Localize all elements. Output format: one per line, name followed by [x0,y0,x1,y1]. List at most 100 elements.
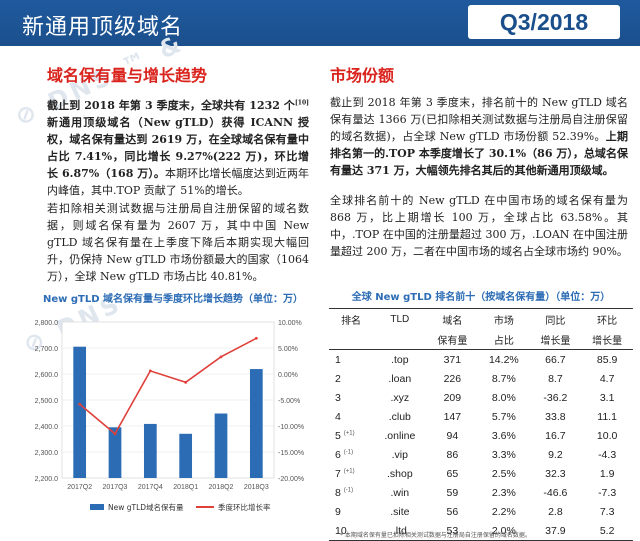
right-section-title: 市场份额 [330,66,395,85]
table-row: 3 .xyz 209 8.0% -36.2 3.1 [329,388,633,407]
y-right-tick-label: 5.00% [278,346,298,353]
bar-2018Q2 [214,413,228,478]
legend-swatch-bars [90,504,104,510]
share-cell: 8.0% [491,391,516,404]
qoq-cell: -4.3 [598,448,617,461]
x-tick-label: 2018Q3 [244,484,269,491]
x-tick-label: 2017Q2 [67,484,92,491]
y-right-tick-label: -20.00% [278,476,304,483]
footnote-ref: [10] [294,99,309,106]
header-yoy-2: 增长量 [529,329,582,350]
table-row: 4 .club 147 5.7% 33.8 11.1 [329,407,633,426]
yoy-cell: -46.6 [543,486,568,499]
y-right-tick-label: 10.00% [278,320,302,327]
count-cell: 209 [443,391,462,404]
table-row: 8 (-1) .win 59 2.3% -46.6 -7.3 [329,483,633,502]
table-row: 5 (+1) .online 94 3.6% 16.7 10.0 [329,426,633,445]
left-paragraph-2: 若扣除相关测试数据与注册局自注册保留的域名数据，则域名保有量为 2607 万，其… [47,202,309,283]
header-share: 市场 [478,308,530,329]
table-row: 2 .loan 226 8.7% 8.7 4.7 [329,369,633,388]
left-paragraph-1: 截止到 2018 年第 3 季度末，全球共有 1232 个[10] 新通用顶级域名… [47,94,309,199]
yoy-cell: -36.2 [543,391,568,404]
growth-point-2018Q2 [219,355,223,359]
count-cell: 147 [443,410,462,423]
table-header-row: 排名 TLD 域名 市场 同比 环比 [329,308,633,329]
table-row: 1 .top 371 14.2% 66.7 85.9 [329,350,633,370]
header-tld: TLD [373,308,427,329]
y-right-tick-label: -10.00% [278,424,304,431]
right-p1-part-b: 上期排名第一的.TOP 本季度增长了 30.1%（86 万），总域名保有量达 3… [330,130,628,177]
share-cell: 2.3% [491,486,516,499]
growth-point-2017Q4 [148,369,152,373]
share-cell: 14.2% [488,353,519,366]
y-left-tick-label: 2,500.0 [35,398,58,405]
count-cell: 65 [446,467,459,480]
share-cell: 3.6% [491,429,516,442]
yoy-cell: 33.8 [545,410,566,423]
yoy-cell: 16.7 [545,429,566,442]
bar-2017Q2 [73,346,87,478]
ranking-table: 排名 TLD 域名 市场 同比 环比 保有量 占比 增长量 增长量 1 .top… [329,308,633,541]
yoy-cell: 37.9 [529,521,582,541]
tld-cell: .site [390,505,410,518]
growth-point-2018Q3 [254,336,258,340]
left-p1-part-a: 截止到 2018 年第 3 季度末，全球共有 1232 个 [47,98,295,112]
page-header: 新通用顶级域名 Q3/2018 [0,0,640,46]
yoy-cell: 9.2 [548,448,563,461]
y-left-tick-label: 2,200.0 [35,476,58,483]
legend-label-bars: New gTLD域名保有量 [108,502,184,512]
growth-point-2018Q1 [184,380,188,384]
y-left-tick-label: 2,300.0 [35,450,58,457]
header-count-2: 保有量 [426,329,479,350]
y-left-tick-label: 2,400.0 [35,424,58,431]
share-cell: 3.3% [491,448,516,461]
yoy-cell: 8.7 [548,372,563,385]
x-tick-label: 2017Q4 [138,484,163,491]
x-tick-label: 2018Q1 [173,484,198,491]
period-badge: Q3/2018 [468,5,620,39]
header-rank-2 [329,329,374,350]
tld-cell: .top [391,353,409,366]
share-cell: 2.0% [478,521,530,541]
tld-cell: .club [388,410,411,423]
rank-move: (+1) [343,468,355,474]
header-rank: 排名 [329,308,374,329]
qoq-cell: 85.9 [596,353,618,366]
growth-point-2017Q2 [78,402,82,406]
table-row: 9 .site 56 2.2% 2.8 7.3 [329,502,633,521]
combo-chart: 2,800.0 2,700.0 2,600.0 2,500.0 2,400.0 2,300… [35,320,304,512]
rank-cell: 5 [335,429,341,442]
left-section-title: 域名保有量与增长趋势 [47,66,208,85]
qoq-cell: -7.3 [598,486,617,499]
count-cell: 226 [443,372,462,385]
table-row: 6 (-1) .vip 86 3.3% 9.2 -4.3 [329,445,633,464]
right-paragraph-1: 截止到 2018 年第 3 季度末，排名前十的 New gTLD 域名保有量达 … [330,94,628,179]
tld-cell: .win [390,486,410,499]
share-cell: 8.7% [491,372,516,385]
rank-cell: 2 [335,372,341,385]
left-p1-part-c: 本期环比增长幅度达到近两年内峰值，其中.TOP 贡献了 51%的增长。 [47,166,309,197]
qoq-cell: 11.1 [597,410,617,423]
chart-title: New gTLD 域名保有量与季度环比增长趋势（单位：万） [42,294,303,305]
rank-move: (-1) [343,487,354,493]
share-cell: 5.7% [491,410,516,423]
rank-cell: 8 [335,486,341,499]
header-qoq-2: 增长量 [581,329,633,350]
y-left-tick-label: 2,800.0 [35,320,58,327]
growth-point-2017Q3 [113,432,117,436]
rank-cell: 9 [335,505,341,518]
count-cell: 94 [446,429,459,442]
x-tick-label: 2018Q2 [209,484,234,491]
legend-label-line: 季度环比增长率 [218,502,271,512]
table-header-row: 保有量 占比 增长量 增长量 [329,329,633,350]
growth-line [79,337,257,436]
count-cell: 86 [446,448,459,461]
tld-cell: .loan [388,372,412,385]
qoq-cell: 5.2 [581,521,633,541]
tld-cell: .xyz [390,391,410,404]
table-title: 全球 New gTLD 排名前十（按域名保有量）（单位：万） [351,292,611,303]
header-yoy: 同比 [529,308,582,329]
header-share-2: 占比 [478,329,530,350]
qoq-cell: 3.1 [599,391,615,404]
bar-2017Q4 [143,423,157,478]
